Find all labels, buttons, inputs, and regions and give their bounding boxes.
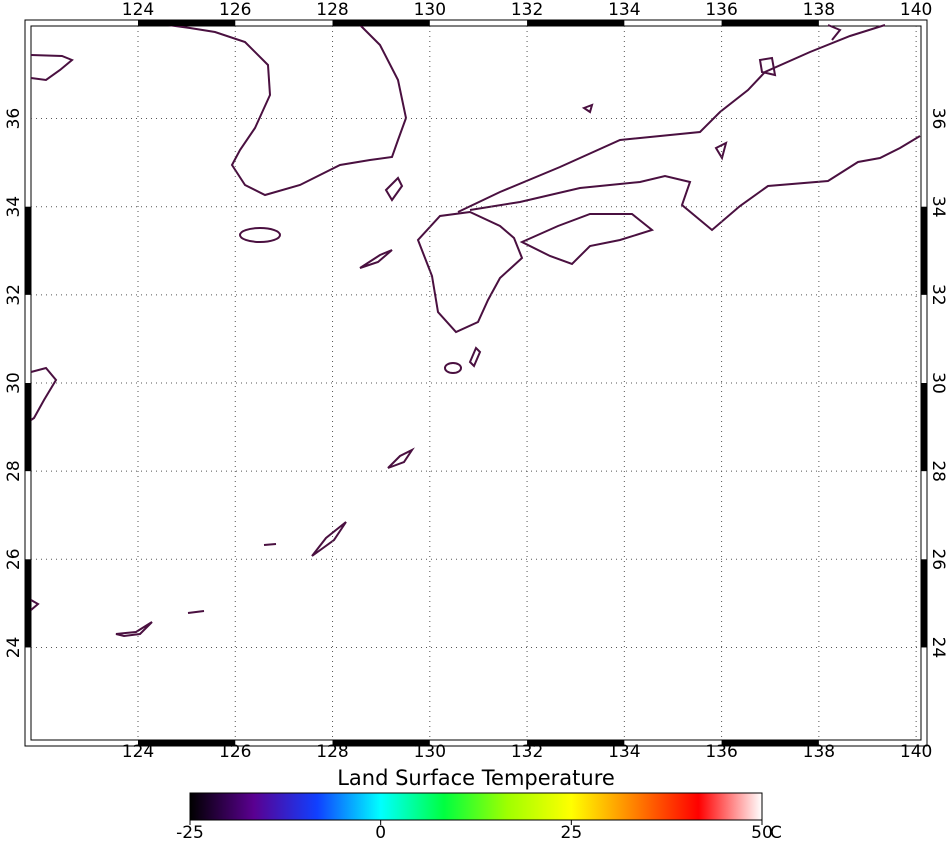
y-tick-label: 26 xyxy=(928,548,948,570)
x-tick-label: 132 xyxy=(511,742,543,762)
frame-bar xyxy=(332,740,430,746)
y-tick-label: 34 xyxy=(928,196,948,218)
x-tick-label: 126 xyxy=(219,0,251,20)
y-tick-label: 28 xyxy=(928,460,948,482)
frame-bar xyxy=(921,383,927,472)
x-tick-label: 124 xyxy=(122,742,154,762)
coastline xyxy=(359,249,393,269)
coastline xyxy=(384,176,404,202)
x-tick-label: 134 xyxy=(608,742,640,762)
coastline xyxy=(387,447,415,469)
x-tick-label: 140 xyxy=(900,742,932,762)
coastline xyxy=(167,24,408,197)
frame-bar xyxy=(721,20,819,26)
frame-bar xyxy=(921,206,927,295)
coastline xyxy=(714,141,728,161)
coastline xyxy=(444,362,462,374)
frame-bar xyxy=(25,559,31,648)
y-tick-label: 36 xyxy=(4,108,24,130)
coastline xyxy=(581,103,594,114)
coastline xyxy=(311,521,347,557)
y-tick-label: 36 xyxy=(928,108,948,130)
coastline xyxy=(416,210,524,334)
x-tick-label: 132 xyxy=(511,0,543,20)
frame-bar xyxy=(921,559,927,648)
coastline xyxy=(30,599,40,611)
coastline xyxy=(30,54,74,82)
y-tick-label: 28 xyxy=(4,460,24,482)
y-tick-label: 30 xyxy=(4,372,24,394)
y-tick-label: 32 xyxy=(4,284,24,306)
colorbar-unit: C xyxy=(770,823,782,843)
y-tick-label: 30 xyxy=(928,372,948,394)
frame-bar xyxy=(25,206,31,295)
frame-bar xyxy=(332,20,430,26)
x-tick-label: 138 xyxy=(803,742,835,762)
coastline xyxy=(263,543,277,546)
x-tick-label: 126 xyxy=(219,742,251,762)
y-tick-label: 26 xyxy=(4,548,24,570)
frame-bar xyxy=(25,383,31,472)
coastline xyxy=(239,227,281,243)
coastline xyxy=(30,366,58,421)
frame-bar xyxy=(137,740,236,746)
x-tick-label: 128 xyxy=(316,742,348,762)
colorbar-tick-label: 0 xyxy=(375,823,386,843)
coastline xyxy=(187,610,205,614)
y-tick-label: 24 xyxy=(928,637,948,659)
frame-bar xyxy=(721,740,819,746)
x-tick-label: 136 xyxy=(705,742,737,762)
colorbar-tick-label: 50 xyxy=(751,823,773,843)
x-tick-label: 130 xyxy=(414,742,446,762)
y-tick-label: 24 xyxy=(4,637,24,659)
colorbar-tick-label: -25 xyxy=(176,823,204,843)
coastline xyxy=(115,621,153,638)
coastline xyxy=(827,24,842,41)
x-tick-label: 136 xyxy=(705,0,737,20)
x-tick-label: 138 xyxy=(803,0,835,20)
colorbar-tick-label: 25 xyxy=(561,823,583,843)
coastline xyxy=(468,346,482,368)
coastline xyxy=(457,24,886,213)
coastline xyxy=(758,56,777,77)
frame-bar xyxy=(527,20,625,26)
colorbar xyxy=(189,792,763,821)
x-tick-label: 130 xyxy=(414,0,446,20)
frame-bar xyxy=(137,20,236,26)
x-tick-label: 124 xyxy=(122,0,154,20)
x-tick-label: 134 xyxy=(608,0,640,20)
coastline xyxy=(469,135,921,232)
x-tick-label: 140 xyxy=(900,0,932,20)
frame-bar xyxy=(527,740,625,746)
y-tick-label: 34 xyxy=(4,196,24,218)
colorbar-title: Land Surface Temperature xyxy=(337,766,615,790)
coastline xyxy=(519,213,655,266)
coastlines xyxy=(30,24,921,638)
y-tick-label: 32 xyxy=(928,284,948,306)
x-tick-label: 128 xyxy=(316,0,348,20)
